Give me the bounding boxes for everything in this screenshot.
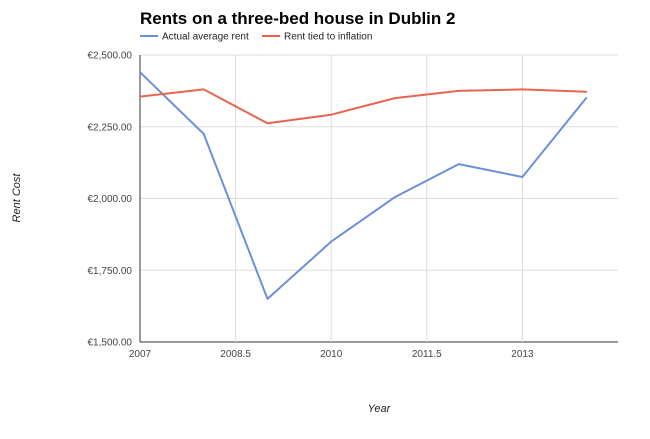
legend-label-actual: Actual average rent [162,32,249,43]
series-line-rent-tied-to-inflation [139,88,588,125]
x-tick-label: 2011.5 [412,349,442,360]
x-tick-label: 2013 [511,349,534,360]
series-lines [139,71,588,300]
x-tick-label: 2007 [129,349,152,360]
y-tick-label: €1,750.00 [88,266,133,277]
y-axis-label: Rent Cost [11,173,23,223]
legend: Actual average rent Rent tied to inflati… [140,32,372,43]
x-tick-label: 2008.5 [220,349,251,360]
y-tick-label: €2,000.00 [88,194,133,205]
chart-title: Rents on a three-bed house in Dublin 2 [140,9,455,28]
tick-labels: €1,500.00 €1,750.00 €2,000.00 €2,250.00 €2,5… [88,51,534,361]
x-tick-label: 2010 [320,349,343,360]
y-tick-label: €2,250.00 [88,122,133,133]
y-tick-label: €1,500.00 [88,338,133,349]
x-axis-label: Year [368,403,392,415]
series-line-actual-average-rent [139,71,588,300]
legend-label-inflation: Rent tied to inflation [284,32,372,43]
gridlines [139,54,618,343]
y-tick-label: €2,500.00 [88,51,133,62]
